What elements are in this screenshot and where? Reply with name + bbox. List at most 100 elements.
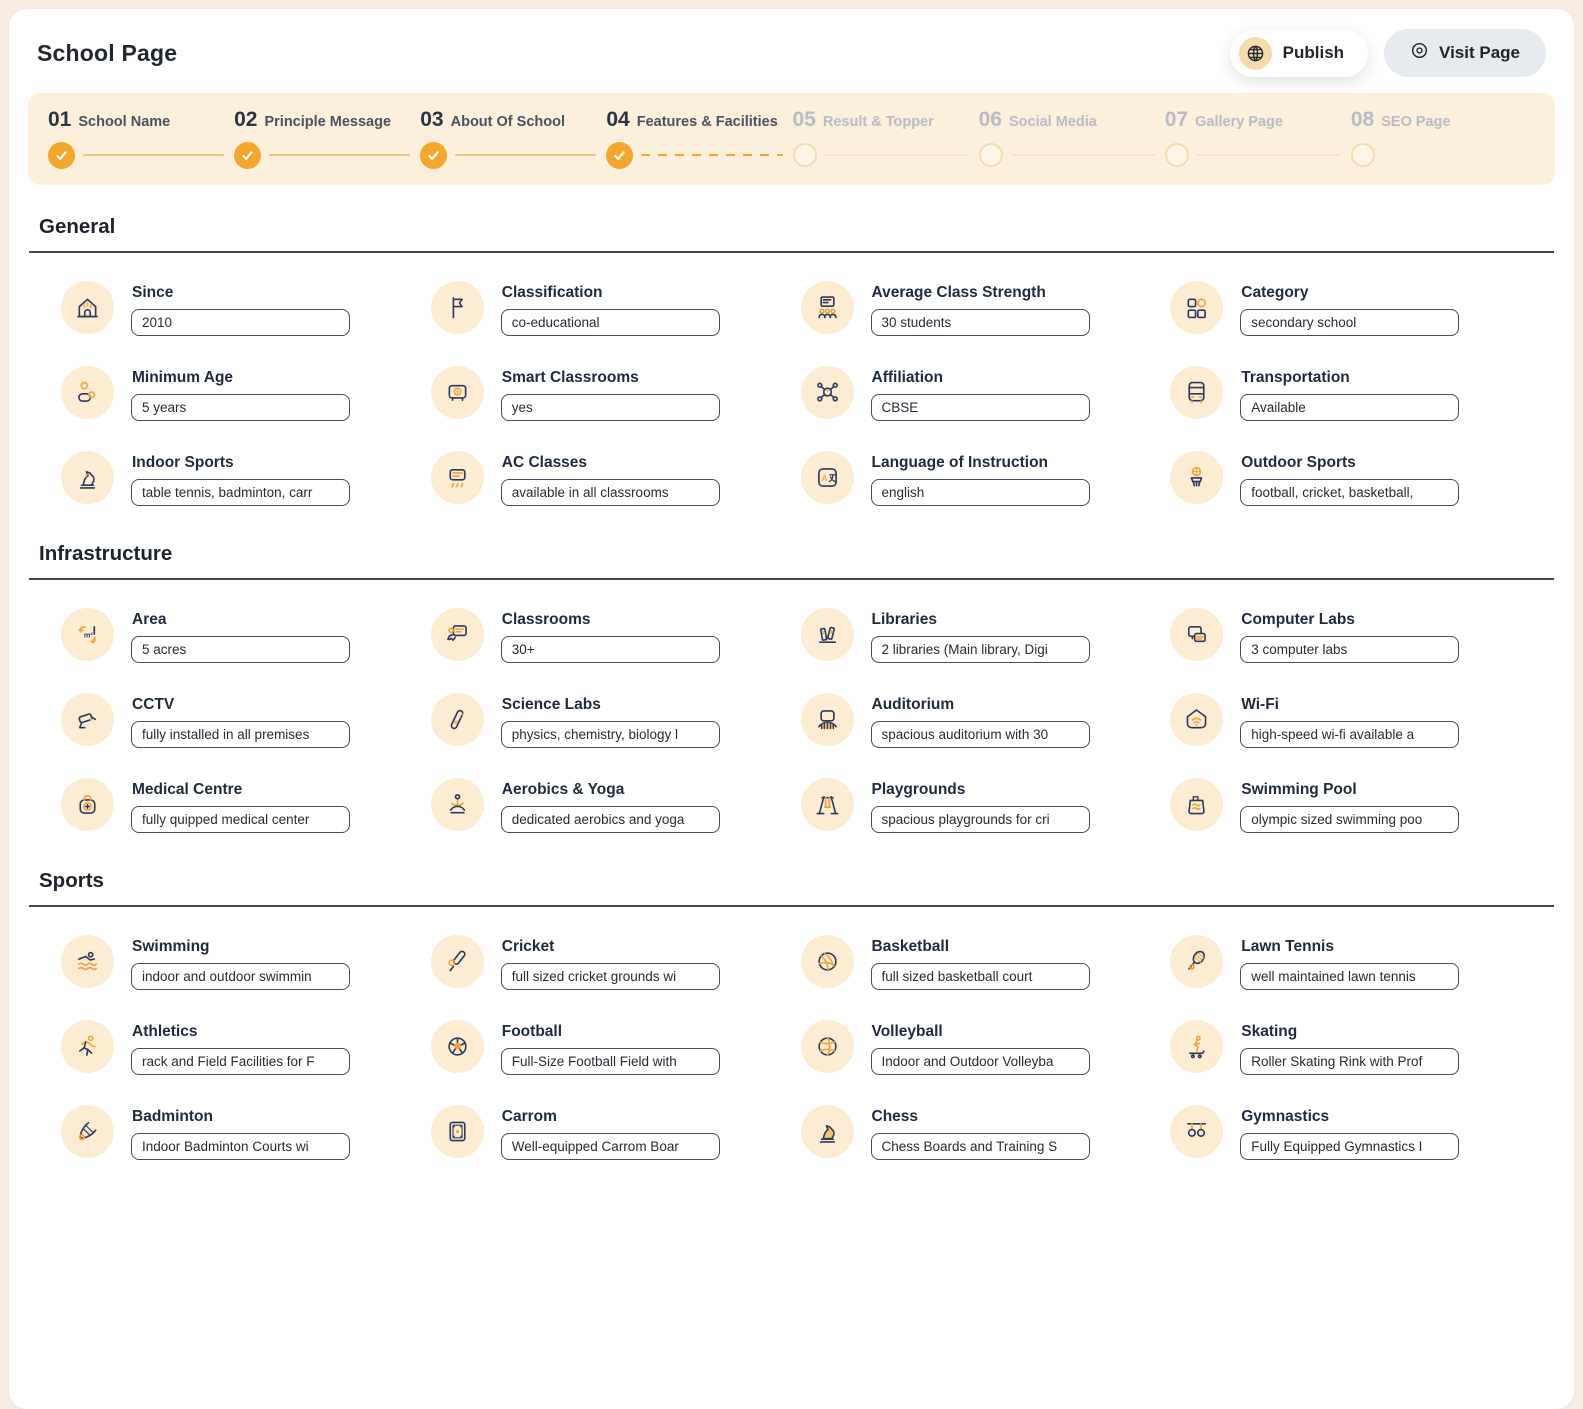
step-item-02[interactable]: 02 Principle Message — [234, 108, 420, 169]
svg-text:m²: m² — [84, 631, 93, 640]
outdoor-sports-input[interactable] — [1240, 479, 1460, 506]
step-circle[interactable] — [978, 143, 1003, 167]
area-input[interactable] — [131, 636, 350, 663]
header-actions: Publish Visit Page — [1229, 29, 1546, 77]
skating-input[interactable] — [1240, 1048, 1460, 1075]
step-label: Result & Topper — [822, 114, 934, 130]
field-label-medical-centre: Medical Centre — [132, 781, 243, 798]
publish-button[interactable]: Publish — [1229, 29, 1369, 77]
field-label-basketball: Basketball — [871, 938, 950, 955]
step-item-01[interactable]: 01 School Name — [48, 108, 234, 169]
field-label-skating: Skating — [1241, 1023, 1298, 1040]
athletics-input[interactable] — [131, 1048, 350, 1075]
field-label-category: Category — [1241, 284, 1309, 301]
field-label-auditorium: Auditorium — [871, 696, 955, 713]
visit-page-button[interactable]: Visit Page — [1384, 29, 1546, 77]
publish-label: Publish — [1282, 43, 1345, 62]
carrom-input[interactable] — [500, 1133, 720, 1160]
field-area: m² Area — [61, 608, 431, 663]
field-category: Category — [1170, 281, 1540, 336]
step-circle[interactable] — [1164, 143, 1189, 167]
aerobics-yoga-input[interactable] — [500, 806, 720, 833]
eye-icon — [1410, 41, 1429, 65]
step-connector — [269, 153, 411, 157]
category-input[interactable] — [1240, 309, 1460, 336]
minimum-age-input[interactable] — [131, 394, 350, 421]
swimming-input[interactable] — [131, 963, 350, 990]
field-volleyball: Volleyball — [800, 1020, 1171, 1075]
step-item-08[interactable]: 08 SEO Page — [1350, 108, 1537, 169]
yoga-icon — [430, 778, 484, 831]
field-cricket: Cricket — [430, 935, 801, 990]
field-label-average-class-strength: Average Class Strength — [871, 284, 1046, 301]
field-label-aerobics-yoga: Aerobics & Yoga — [501, 781, 625, 798]
medical-centre-input[interactable] — [131, 806, 350, 833]
field-label-outdoor-sports: Outdoor Sports — [1241, 454, 1356, 471]
step-item-07[interactable]: 07 Gallery Page — [1164, 108, 1351, 169]
cricket-input[interactable] — [500, 963, 720, 990]
visit-page-label: Visit Page — [1439, 43, 1520, 62]
field-since: Since — [61, 281, 431, 336]
medical-kit-icon — [61, 778, 114, 831]
chess-input[interactable] — [870, 1133, 1090, 1160]
basketball-input[interactable] — [870, 963, 1090, 990]
affiliation-input[interactable] — [870, 394, 1090, 421]
volleyball-input[interactable] — [870, 1048, 1090, 1075]
stepper: 01 School Name 02 Principle Message 03 A… — [28, 93, 1555, 185]
step-check-icon[interactable] — [48, 141, 75, 169]
field-label-swimming: Swimming — [132, 938, 210, 955]
step-label: Principle Message — [264, 114, 392, 130]
field-libraries: Libraries — [800, 608, 1171, 663]
classrooms-input[interactable] — [500, 636, 720, 663]
field-label-cctv: CCTV — [132, 696, 175, 713]
science-labs-input[interactable] — [500, 721, 720, 748]
cricket-bat-icon — [430, 935, 484, 988]
field-aerobics-yoga: Aerobics & Yoga — [430, 778, 801, 833]
step-label: About Of School — [450, 114, 565, 130]
step-check-icon[interactable] — [234, 141, 262, 169]
gymnastics-input[interactable] — [1240, 1133, 1460, 1160]
field-label-chess: Chess — [871, 1108, 919, 1125]
field-label-athletics: Athletics — [132, 1023, 198, 1040]
language-of-instruction-input[interactable] — [870, 479, 1090, 506]
badminton-input[interactable] — [131, 1133, 350, 1160]
step-connector — [641, 153, 783, 157]
step-item-05[interactable]: 05 Result & Topper — [792, 108, 979, 169]
category-grid-icon — [1170, 281, 1224, 334]
step-item-03[interactable]: 03 About Of School — [420, 108, 606, 169]
step-item-06[interactable]: 06 Social Media — [978, 108, 1165, 169]
step-circle[interactable] — [1350, 143, 1375, 167]
step-circle[interactable] — [792, 143, 817, 167]
indoor-sports-input[interactable] — [131, 479, 350, 506]
step-item-04[interactable]: 04 Features & Facilities — [606, 108, 792, 169]
cctv-input[interactable] — [131, 721, 350, 748]
swimming-pool-input[interactable] — [1240, 806, 1460, 833]
average-class-strength-input[interactable] — [870, 309, 1090, 336]
ac-classes-input[interactable] — [500, 479, 720, 506]
wi-fi-input[interactable] — [1240, 721, 1460, 748]
football-icon — [430, 1020, 484, 1073]
step-check-icon[interactable] — [420, 141, 448, 169]
playgrounds-input[interactable] — [870, 806, 1090, 833]
computer-labs-input[interactable] — [1240, 636, 1460, 663]
smart-classrooms-input[interactable] — [500, 394, 720, 421]
field-label-classification: Classification — [501, 284, 603, 301]
classification-input[interactable] — [500, 309, 720, 336]
section-sports: Sports Swimming Cricket Basketball — [9, 869, 1574, 1166]
library-books-icon — [800, 608, 854, 661]
libraries-input[interactable] — [870, 636, 1090, 663]
field-language-of-instruction: A Language of Instruction — [800, 451, 1171, 506]
football-input[interactable] — [500, 1048, 720, 1075]
transportation-input[interactable] — [1240, 394, 1460, 421]
since-input[interactable] — [131, 309, 350, 336]
step-check-icon[interactable] — [606, 141, 634, 169]
step-number: 07 — [1164, 108, 1189, 131]
field-label-playgrounds: Playgrounds — [871, 781, 966, 798]
auditorium-input[interactable] — [870, 721, 1090, 748]
field-label-computer-labs: Computer Labs — [1241, 611, 1355, 628]
basketball-icon — [800, 935, 854, 988]
lawn-tennis-input[interactable] — [1240, 963, 1460, 990]
field-label-indoor-sports: Indoor Sports — [132, 454, 234, 471]
computer-labs-icon — [1170, 608, 1224, 661]
swimming-pool-icon — [1170, 778, 1224, 831]
